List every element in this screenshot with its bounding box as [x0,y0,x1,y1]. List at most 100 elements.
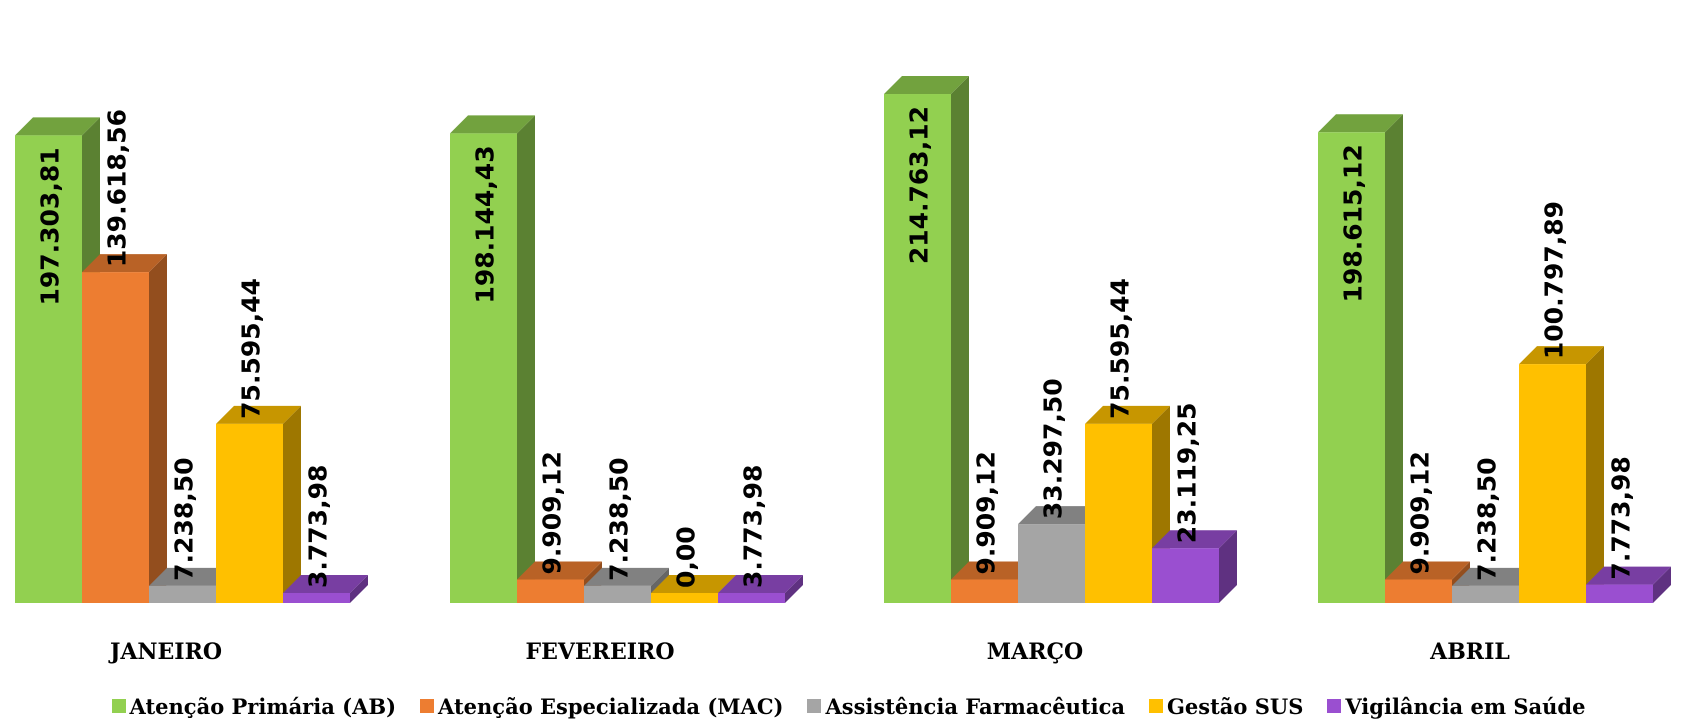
data-label: 75.595,44 [1106,278,1135,419]
bar-top [584,567,669,586]
category-label: FEVEREIRO [525,639,674,665]
bar-side [149,254,167,604]
bar [1385,561,1470,603]
data-label: 198.144,43 [471,145,500,303]
legend-label: Gestão SUS [1166,693,1304,719]
category-group: 198.615,12 9.909,12 7.238,50 100.797,89 7.77… [1318,114,1671,665]
bar-top [1452,567,1537,586]
bar-front [1152,548,1219,603]
legend-swatch [1148,699,1163,713]
legend-swatch [420,699,435,713]
bar-top [1085,405,1170,424]
bar-top [951,561,1036,580]
data-label: 7.773,98 [1607,456,1636,579]
bar-front [216,423,283,603]
bar-top [216,405,301,424]
bar-side [517,115,535,603]
bar [584,567,669,603]
category-label: MARÇO [987,639,1083,665]
legend-label: Atenção Primária (AB) [129,693,397,719]
bar [450,115,535,603]
data-label: 139.618,56 [103,109,132,267]
data-label: 3.773,98 [739,465,768,588]
bar [1519,346,1604,603]
bar [82,254,167,604]
bar-front [1385,579,1452,603]
bar-top [1318,114,1403,133]
legend-item-gestao-sus: Gestão SUS [1148,693,1304,719]
bar [1152,530,1237,603]
category-group: 198.144,43 9.909,12 7.238,50 0,00 3.773,98 FE… [450,115,803,665]
bar-front [149,585,216,603]
bar-side [1385,114,1403,603]
chart-legend: Atenção Primária (AB) Atenção Especializ… [0,693,1697,719]
data-label: 9.909,12 [972,451,1001,574]
bar-top [1586,566,1671,585]
legend-item-assistencia-farmaceutica: Assistência Farmacêutica [807,694,1125,719]
bar-top [718,575,803,593]
bar [884,76,969,603]
bar [718,575,803,603]
bar-top [651,575,736,593]
bar-side [1653,566,1671,603]
bar-top [283,575,368,593]
bar-top [1018,506,1103,525]
bar-front [1519,364,1586,603]
data-label: 197.303,81 [36,147,65,305]
bar-top [884,76,969,95]
data-label: 7.238,50 [1473,457,1502,580]
bar-top [82,254,167,273]
legend-item-vigilancia: Vigilância em Saúde [1327,694,1585,719]
bar-front [1085,423,1152,603]
data-label: 0,00 [672,526,701,588]
bar-side [951,76,969,603]
bar-top [15,117,100,136]
bar-top [450,115,535,134]
data-label: 33.297,50 [1039,378,1068,519]
legend-swatch [1327,699,1342,713]
data-label: 3.773,98 [304,465,333,588]
bar-side [1586,346,1604,603]
bar-side [785,575,803,603]
data-label: 23.119,25 [1173,402,1202,543]
bar-front [884,94,951,603]
legend-label: Assistência Farmacêutica [825,693,1125,719]
bar-front [283,593,350,603]
bar-front [651,593,718,603]
data-label: 75.595,44 [237,278,266,419]
data-label: 9.909,12 [1406,451,1435,574]
bar-side [350,575,368,603]
legend-label: Vigilância em Saúde [1345,693,1586,719]
bar-side [283,405,301,603]
bar [216,405,301,603]
category-group: 214.763,12 9.909,12 33.297,50 75.595,44 23.1… [884,76,1237,665]
bar-front [1452,585,1519,603]
bar-front [951,579,1018,603]
bar-front [82,272,149,603]
data-label: 7.238,50 [605,457,634,580]
legend-item-atencao-primaria: Atenção Primária (AB) [111,693,397,719]
bar-front [718,593,785,603]
bar [1586,566,1671,603]
legend-label: Atenção Especializada (MAC) [438,693,784,719]
bar-top [1385,561,1470,580]
data-label: 100.797,89 [1540,201,1569,359]
bar-front [517,579,584,603]
bar-front [450,133,517,603]
legend-swatch [111,699,126,713]
bar-chart: 197.303,81 139.618,56 7.238,50 75.595,44 3.7… [15,76,1671,665]
bar-side [1219,530,1237,603]
legend-swatch [807,699,822,713]
bar-top [517,561,602,580]
bar-front [1586,584,1653,603]
bar [283,575,368,603]
bar-top [1519,346,1604,365]
bar-front [1018,524,1085,603]
bar-front [1318,132,1385,603]
data-label: 198.615,12 [1339,144,1368,302]
bar [1318,114,1403,603]
data-label: 9.909,12 [538,451,567,574]
category-label: JANEIRO [108,639,222,665]
category-label: ABRIL [1429,639,1510,665]
bar-front [15,135,82,604]
